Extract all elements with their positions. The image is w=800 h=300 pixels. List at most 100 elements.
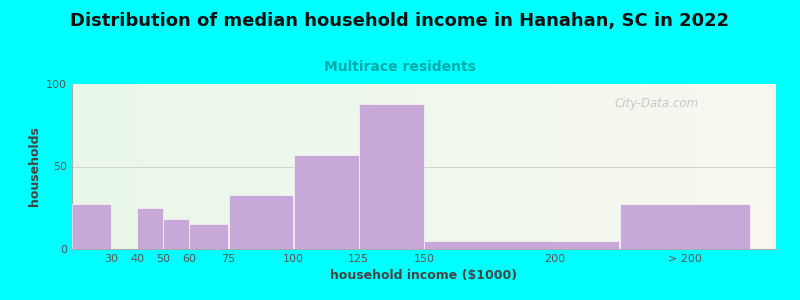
Bar [534,84,537,249]
Bar [579,84,582,249]
Bar [124,84,126,249]
Bar [574,84,577,249]
Bar [698,84,701,249]
Bar [311,84,314,249]
Bar [168,84,170,249]
Bar [414,84,417,249]
Bar [182,84,185,249]
Bar [703,84,706,249]
Bar [490,84,492,249]
Bar [731,84,734,249]
Bar [306,84,309,249]
Bar [623,84,626,249]
Bar [138,84,140,249]
Bar [518,84,520,249]
Bar [298,84,300,249]
Bar [192,84,194,249]
Bar [715,84,718,249]
Bar [687,84,689,249]
Bar [513,84,515,249]
Bar [379,84,382,249]
Bar [130,84,133,249]
Bar [384,84,386,249]
Bar [614,84,617,249]
Bar [114,84,117,249]
Bar [426,84,429,249]
Bar [93,84,95,249]
Bar [633,84,635,249]
Bar [309,84,311,249]
Bar [74,84,77,249]
Bar [454,84,457,249]
Bar [229,194,294,249]
Bar [190,224,228,249]
Bar [246,84,248,249]
Bar [642,84,645,249]
Bar [300,84,302,249]
Bar [466,84,469,249]
Bar [258,84,260,249]
Bar [72,205,111,249]
Bar [95,84,98,249]
Bar [372,84,374,249]
Bar [600,84,602,249]
Bar [185,84,187,249]
Bar [105,84,107,249]
Bar [617,84,618,249]
Bar [666,84,668,249]
Bar [480,84,482,249]
Bar [208,84,210,249]
Bar [89,84,90,249]
Bar [145,84,147,249]
X-axis label: household income ($1000): household income ($1000) [330,269,518,282]
Bar [403,84,406,249]
Bar [346,84,349,249]
Bar [497,84,499,249]
Bar [774,84,776,249]
Bar [328,84,330,249]
Bar [506,84,509,249]
Bar [550,84,553,249]
Bar [718,84,720,249]
Bar [236,84,238,249]
Bar [203,84,206,249]
Bar [266,84,269,249]
Bar [230,84,231,249]
Bar [102,84,105,249]
Bar [542,84,544,249]
Bar [605,84,607,249]
Bar [323,84,326,249]
Bar [425,241,619,249]
Bar [133,84,135,249]
Bar [438,84,441,249]
Bar [537,84,539,249]
Bar [668,84,670,249]
Bar [253,84,255,249]
Bar [250,84,253,249]
Bar [175,84,178,249]
Bar [708,84,710,249]
Bar [546,84,548,249]
Bar [163,219,190,249]
Bar [349,84,351,249]
Text: Distribution of median household income in Hanahan, SC in 2022: Distribution of median household income … [70,12,730,30]
Bar [515,84,518,249]
Bar [288,84,290,249]
Bar [281,84,283,249]
Bar [389,84,391,249]
Bar [445,84,447,249]
Bar [220,84,222,249]
Bar [314,84,316,249]
Bar [710,84,713,249]
Bar [502,84,504,249]
Bar [746,84,748,249]
Bar [170,84,173,249]
Bar [84,84,86,249]
Bar [326,84,328,249]
Bar [358,84,361,249]
Bar [762,84,764,249]
Bar [429,84,431,249]
Bar [431,84,434,249]
Bar [276,84,278,249]
Bar [173,84,175,249]
